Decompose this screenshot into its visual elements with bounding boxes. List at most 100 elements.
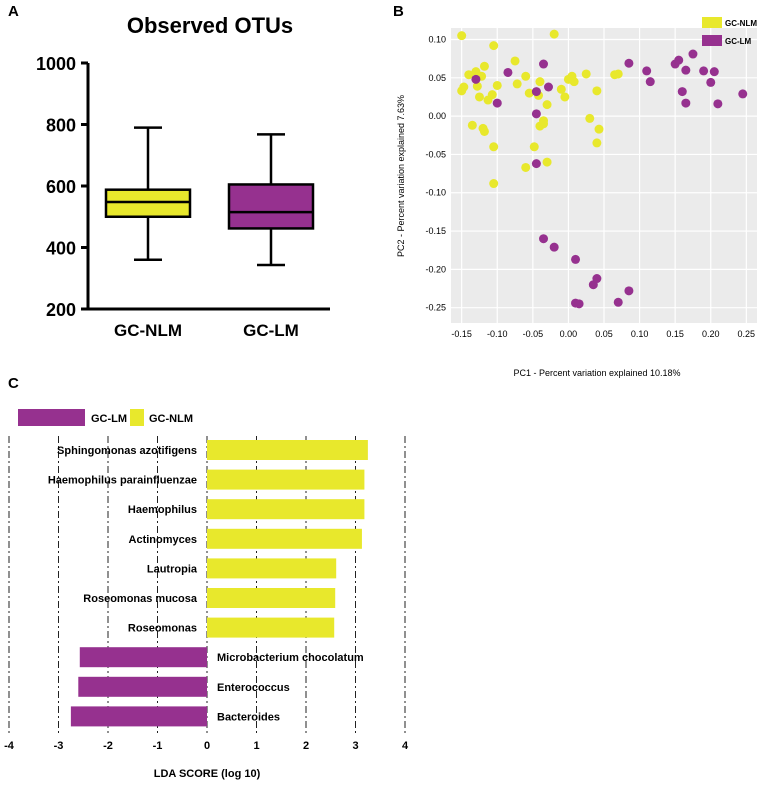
point-gc-nlm (581, 69, 591, 79)
scatter-x-tick-label: 0.20 (702, 329, 720, 339)
point-gc-lm (645, 77, 655, 87)
point-gc-lm (674, 55, 684, 65)
scatter-y-tick-label: 0.00 (428, 111, 446, 121)
point-gc-nlm (489, 41, 499, 51)
point-gc-lm (681, 98, 691, 108)
point-gc-nlm (569, 77, 579, 87)
point-gc-nlm (521, 71, 531, 81)
point-gc-nlm (529, 142, 539, 152)
legend-label-gc-nlm: GC-NLM (149, 413, 193, 425)
lda-x-tick-label: 2 (303, 740, 309, 752)
boxplot-boxes (104, 126, 315, 267)
scatter-x-axis-label: PC1 - Percent variation explained 10.18% (513, 368, 680, 378)
point-gc-lm (539, 234, 549, 244)
lda-bar-actinomyces (207, 528, 362, 549)
lda-bar-label-haemophilus: Haemophilus (128, 504, 197, 516)
point-gc-nlm (479, 61, 489, 71)
point-gc-nlm (592, 86, 602, 96)
point-gc-nlm (457, 86, 467, 96)
scatter-points (457, 29, 748, 309)
point-gc-nlm (560, 92, 570, 102)
boxplot-y-tick-label: 200 (46, 300, 76, 320)
scatter-y-tick-label: -0.15 (425, 226, 446, 236)
point-gc-lm (531, 159, 541, 169)
point-gc-nlm (549, 29, 559, 39)
legend-label-gc-lm: GC-LM (91, 413, 127, 425)
point-gc-lm (699, 66, 709, 76)
point-gc-nlm (483, 95, 493, 105)
boxplot-axes: 200 400 600 800 1000 GC-NLM GC-LM (36, 54, 330, 340)
lda-x-tick-label: -2 (103, 740, 113, 752)
point-gc-nlm (592, 138, 602, 148)
lda-bar-label-roseomonas-mucosa: Roseomonas mucosa (83, 593, 198, 605)
lda-bar-label-actinomyces: Actinomyces (129, 534, 197, 546)
legend-swatch-gc-lm (702, 35, 722, 46)
lda-bar-roseomonas (207, 617, 335, 638)
point-gc-nlm (512, 79, 522, 89)
lda-bar-microbacterium-chocolatum (79, 647, 207, 668)
scatter-y-tick-label: -0.05 (425, 149, 446, 159)
boxplot-y-tick-label: 800 (46, 116, 76, 136)
point-gc-nlm (467, 120, 477, 130)
point-gc-nlm (479, 126, 489, 136)
boxplot-x-tick-label: GC-LM (243, 321, 299, 340)
scatter-x-tick-label: 0.10 (631, 329, 649, 339)
point-gc-lm (688, 49, 698, 59)
lda-bar-haemophilus (207, 499, 365, 520)
lda-bars: Sphingomonas azotifigens Haemophilus para… (48, 440, 368, 727)
point-gc-nlm (585, 113, 595, 123)
lda-x-tick-label: 0 (204, 740, 210, 752)
boxplot-y-tick-label: 600 (46, 177, 76, 197)
scatter-y-axis-label: PC2 - Percent variation explained 7.63% (396, 95, 406, 257)
point-gc-nlm (492, 80, 502, 90)
point-gc-nlm (472, 81, 482, 91)
lda-bar-label-bacteroides: Bacteroides (217, 711, 280, 723)
point-gc-lm (592, 274, 602, 284)
panel-c-label: C (8, 375, 19, 392)
point-gc-lm (709, 67, 719, 77)
point-gc-nlm (457, 31, 467, 41)
scatter-tick-labels: -0.15 -0.10 -0.05 0.00 0.05 0.10 0.15 0.20 0.25 0… (425, 34, 755, 339)
panel-a-label: A (8, 3, 19, 20)
point-gc-nlm (556, 84, 566, 94)
boxplot-panel: Observed OTUs 200 400 600 800 1000 GC-NLM GC-L… (36, 13, 330, 340)
lda-x-tick-label: -1 (153, 740, 163, 752)
lda-bar-haemophilus-parainfluenzae (207, 469, 365, 490)
point-gc-lm (681, 65, 691, 75)
lda-x-tick-label: -3 (54, 740, 64, 752)
point-gc-nlm (464, 70, 474, 80)
point-gc-nlm (539, 119, 549, 129)
point-gc-lm (503, 67, 513, 77)
legend-swatch-gc-nlm (130, 409, 144, 426)
scatter-y-tick-label: 0.05 (428, 73, 446, 83)
lda-x-axis-label: LDA SCORE (log 10) (154, 768, 261, 780)
lda-bar-sphingomonas-azotifigens (207, 440, 368, 460)
boxplot-x-tick-label: GC-NLM (114, 321, 182, 340)
point-gc-lm (713, 99, 723, 109)
point-gc-lm (738, 89, 748, 99)
scatter-y-tick-label: 0.10 (428, 34, 446, 44)
lda-bar-panel: GC-LM GC-NLM Sphingomonas azotifigens Hae… (4, 409, 409, 780)
lda-bar-roseomonas-mucosa (207, 588, 336, 608)
lda-bar-label-sphingomonas-azotifigens: Sphingomonas azotifigens (57, 445, 197, 457)
point-gc-lm (571, 254, 581, 264)
box-gc-lm (227, 183, 315, 230)
panel-b-label: B (393, 3, 404, 20)
lda-bar-label-lautropia: Lautropia (147, 563, 198, 575)
scatter-x-tick-label: 0.15 (666, 329, 684, 339)
point-gc-lm (706, 77, 716, 87)
lda-bar-label-roseomonas: Roseomonas (128, 623, 197, 635)
point-gc-nlm (535, 77, 545, 87)
point-gc-nlm (489, 142, 499, 152)
point-gc-lm (531, 87, 541, 97)
point-gc-lm (624, 286, 634, 296)
point-gc-lm (539, 59, 549, 69)
point-gc-nlm (489, 179, 499, 189)
boxplot-y-tick-label: 400 (46, 239, 76, 259)
point-gc-nlm (594, 124, 604, 134)
lda-x-tick-label: 4 (402, 740, 409, 752)
point-gc-nlm (542, 100, 552, 110)
point-gc-nlm (474, 92, 484, 102)
lda-x-tick-label: -4 (4, 740, 15, 752)
point-gc-lm (624, 58, 634, 68)
